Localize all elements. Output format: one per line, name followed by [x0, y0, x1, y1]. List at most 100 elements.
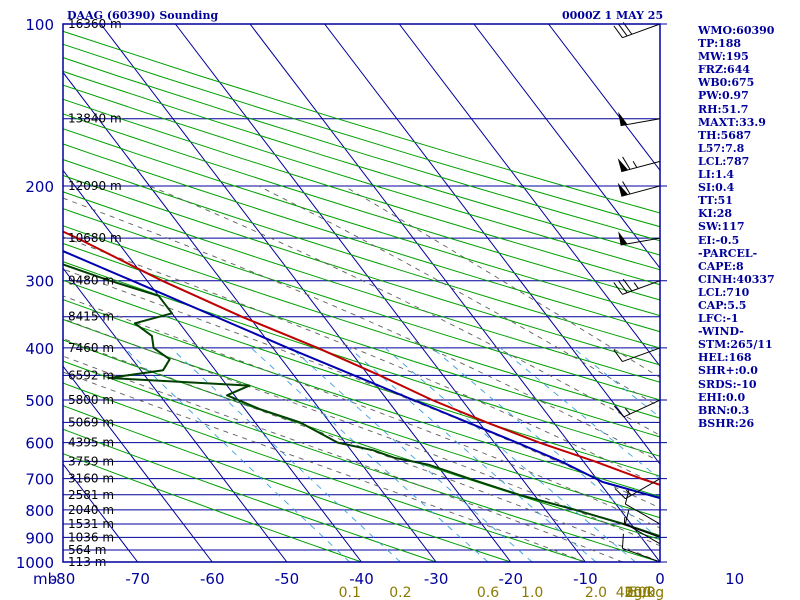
wind-barb-shaft: [622, 280, 661, 295]
temperature-tick-label: -60: [200, 570, 225, 588]
mixing-ratio-line: [170, 347, 401, 562]
wind-barb-shaft: [622, 23, 661, 39]
stat-item: CAPE:8: [698, 259, 744, 273]
stat-item: PW:0.97: [698, 89, 749, 103]
pressure-tick-label: 200: [25, 178, 54, 196]
wind-barb-half: [625, 489, 632, 496]
dry-adiabat-line: [63, 113, 660, 301]
isotherm-line: [100, 24, 512, 562]
moist-adiabat-line: [63, 318, 660, 547]
temperature-tick-label: 10: [725, 570, 744, 588]
temperature-trace: [63, 230, 660, 486]
stat-item: LFC:-1: [698, 312, 739, 326]
height-label: 9480 m: [68, 274, 114, 288]
mixing-ratio-lines: [124, 347, 660, 562]
pressure-tick-label: 900: [25, 529, 54, 547]
mixing-ratio-label: 0.6: [477, 585, 499, 600]
plot-frame: [62, 23, 661, 563]
wind-barb-shaft: [621, 160, 661, 173]
stat-item: EI:-0.5: [698, 233, 740, 247]
pressure-tick-label: 100: [25, 16, 54, 34]
wind-barb: [613, 399, 661, 418]
dry-adiabat-line: [63, 360, 660, 562]
moist-adiabat-line: [63, 338, 660, 562]
dry-adiabat-line: [63, 70, 660, 256]
height-label: 1036 m: [68, 530, 114, 544]
parcel-trace: [63, 250, 660, 500]
dry-adiabat-line: [63, 299, 660, 498]
pressure-tick-label: 300: [25, 273, 54, 291]
wind-barb-full: [614, 488, 626, 500]
mixing-ratio-label: 20.0: [624, 585, 655, 600]
height-label: 10680 m: [68, 231, 122, 245]
moist-adiabat-line: [63, 355, 623, 562]
dry-adiabat-line: [63, 208, 660, 401]
stat-item: MAXT:33.9: [698, 115, 766, 129]
wind-barb-full: [613, 349, 623, 362]
stat-item: -WIND-: [698, 325, 744, 339]
sounding-traces: [63, 230, 660, 538]
wind-barb-shaft: [620, 237, 661, 246]
isotherm-line: [63, 267, 288, 562]
stat-item: FRZ:644: [698, 63, 751, 77]
dry-adiabat-line: [63, 382, 586, 562]
dry-adiabat-line: [63, 405, 511, 562]
isotherm-line: [398, 24, 660, 367]
stat-item: -PARCEL-: [698, 246, 758, 260]
wind-barb: [617, 181, 661, 197]
height-label: 1531 m: [68, 517, 114, 531]
stat-item: CINH:40337: [698, 272, 775, 286]
dry-adiabat-line: [63, 318, 660, 519]
isotherm-line: [473, 24, 660, 270]
isotherm-line: [63, 365, 213, 562]
wind-barb-half: [624, 408, 631, 415]
moist-adiabat-line: [63, 236, 660, 487]
height-label: 3759 m: [68, 454, 114, 468]
dry-adiabat-line: [63, 191, 660, 383]
wind-barb-full: [621, 533, 624, 549]
stat-item: LI:1.4: [698, 168, 735, 182]
height-label: 12090 m: [68, 179, 122, 193]
dry-adiabat-line: [63, 84, 660, 271]
wind-barb-shaft: [622, 347, 661, 363]
wind-barb: [621, 533, 661, 563]
wind-barb-full: [622, 156, 631, 170]
pressure-tick-labels: 100 200 300 400 500 600 700 800 900 1000: [16, 16, 54, 572]
pressure-tick-label: 700: [25, 471, 54, 489]
wind-barb-full: [613, 282, 623, 295]
dry-adiabat-line: [63, 159, 660, 349]
mixing-ratio-label: 2.0: [585, 585, 607, 600]
sounding-time: 0000Z 1 MAY 25: [562, 9, 664, 22]
temperature-tick-label: -30: [424, 570, 449, 588]
dry-adiabat-line: [63, 174, 660, 366]
wind-barb-shaft: [625, 503, 661, 525]
mixing-ratio-label: 10.0: [624, 585, 655, 600]
dry-adiabat-line: [63, 453, 362, 562]
height-label: 13840 m: [68, 112, 122, 126]
dry-adiabat-line: [63, 98, 660, 286]
isotherm-line: [174, 24, 586, 562]
height-label: 3160 m: [68, 472, 114, 486]
stat-item: SI:0.4: [698, 181, 735, 195]
dry-adiabat-line: [63, 128, 660, 317]
mixing-ratio-label: 40g/kg: [616, 585, 664, 600]
mixing-ratio-label: 0.1: [339, 585, 361, 600]
dry-adiabat-line: [63, 57, 660, 242]
moist-adiabat-line: [63, 371, 586, 562]
stat-item: WB0:675: [698, 76, 755, 90]
isotherm-line: [63, 169, 362, 562]
stat-item: WMO:60390: [698, 24, 775, 37]
mixing-ratio-label: 5.0: [629, 585, 651, 600]
isotherm-line: [63, 463, 139, 562]
wind-barb-full: [622, 181, 631, 195]
dry-adiabat-line: [63, 279, 660, 477]
wind-barb: [617, 156, 661, 173]
stat-item: BSHR:26: [698, 416, 755, 430]
dry-adiabat-line: [63, 339, 660, 540]
height-label: 2581 m: [68, 488, 114, 502]
pressure-tick-label: 800: [25, 502, 54, 520]
wind-barb: [618, 111, 661, 127]
moist-adiabats: [63, 185, 660, 562]
stat-item: HEL:168: [698, 351, 752, 365]
